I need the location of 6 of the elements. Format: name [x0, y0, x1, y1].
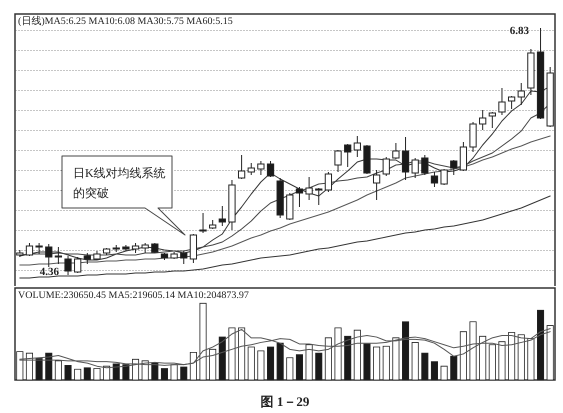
chart-title: (日线)MA5:6.25 MA10:6.08 MA30:5.75 MA60:5.15 — [18, 15, 233, 27]
caption: 图 1－29 — [260, 394, 310, 409]
chart-title: VOLUME:230650.45 MA5:219605.14 MA10:204873.97 — [18, 290, 249, 301]
annotation: 6.83 — [510, 25, 530, 37]
annotation: 4.36 — [40, 266, 60, 278]
annotation: 日K线对均线系统的突破 — [72, 165, 167, 202]
